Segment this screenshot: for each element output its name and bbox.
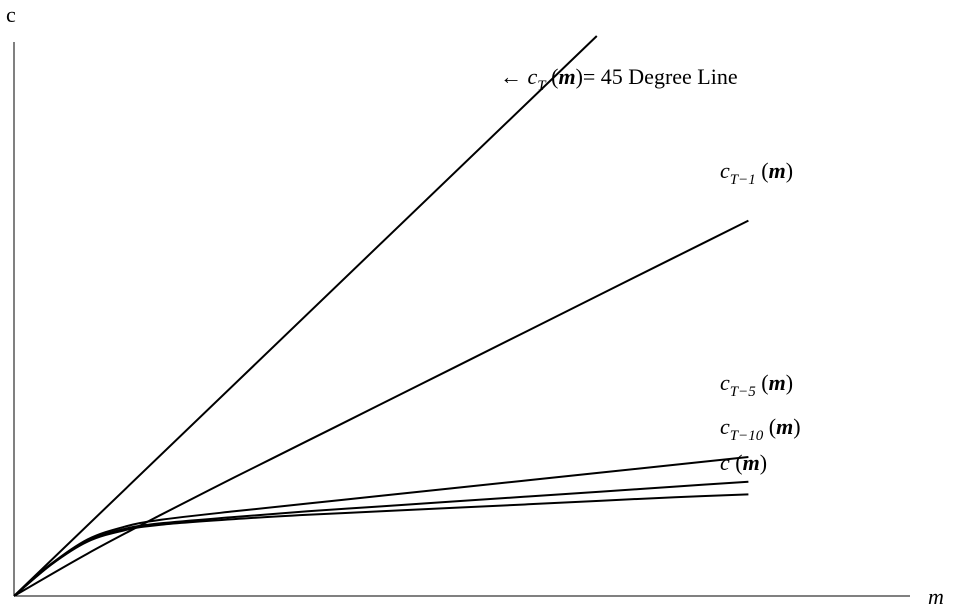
series-line-3 — [13, 456, 749, 597]
series-label-4: cT−10 (m) — [720, 414, 801, 444]
series-line-1 — [13, 35, 598, 597]
series-line-5 — [13, 493, 749, 597]
series-label-3: cT−5 (m) — [720, 370, 793, 400]
series-label-2: cT−1 (m) — [720, 158, 793, 188]
series-lines — [13, 35, 749, 597]
y-axis-label: c — [6, 2, 16, 27]
series-label-5: c (m) — [720, 450, 767, 475]
x-axis-label: m — [928, 584, 944, 608]
series-labels: ← cT (m)= 45 Degree Line cT−1 (m) cT−5 (m)… — [500, 64, 801, 475]
series-line-2 — [13, 219, 749, 597]
series-label-1: ← cT (m)= 45 Degree Line — [500, 64, 738, 94]
